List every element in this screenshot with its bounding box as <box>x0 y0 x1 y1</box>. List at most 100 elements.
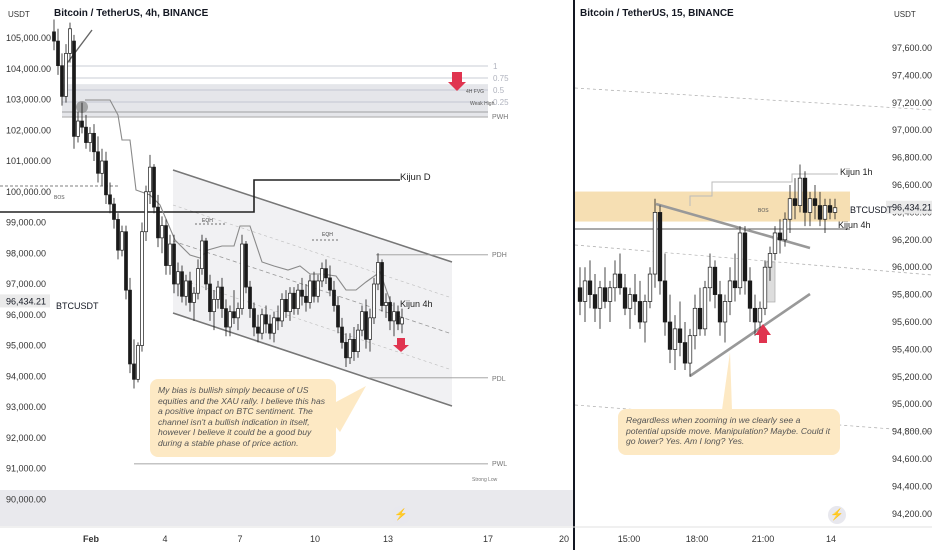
left-candle-body <box>376 262 380 285</box>
right-y-tick-label: 95,000.00 <box>892 399 932 409</box>
left-x-tick-label: 13 <box>383 534 393 544</box>
right-candle-body <box>697 307 703 330</box>
right-y-tick-label: 96,000.00 <box>892 262 932 272</box>
right-candle-body <box>582 280 588 302</box>
right-candle-body <box>637 301 643 323</box>
right-candle-body <box>612 273 618 289</box>
right-candle-body <box>757 307 763 323</box>
right-y-tick-label: 94,200.00 <box>892 509 932 519</box>
left-candle-body <box>108 194 112 205</box>
left-candle-body <box>96 151 100 174</box>
left-kijun-4h-line <box>85 99 393 307</box>
left-current-symbol: BTCUSDT <box>56 301 99 311</box>
left-candle-body <box>164 225 168 266</box>
left-y-tick-label: 91,000.00 <box>6 464 46 474</box>
right-y-tick-label: 95,600.00 <box>892 317 932 327</box>
left-candle-body <box>152 166 156 208</box>
right-candle-body <box>657 212 663 282</box>
left-candle-body <box>136 345 140 380</box>
left-candle-body <box>276 317 280 322</box>
left-candle-body <box>336 305 340 328</box>
left-x-tick-label: 10 <box>310 534 320 544</box>
left-candle-body <box>352 339 356 353</box>
right-analysis-note: Regardless when zooming in we clearly se… <box>618 409 840 455</box>
left-current-price-bg <box>0 294 50 308</box>
right-candle-body <box>652 212 658 275</box>
left-candle-body <box>328 277 332 291</box>
left-candle-body <box>80 120 84 128</box>
right-candle-body <box>607 287 613 302</box>
left-candle-body <box>272 317 276 334</box>
right-candle-body <box>777 232 783 241</box>
left-lightning-icon[interactable]: ⚡ <box>392 506 410 524</box>
left-candle-body <box>232 311 236 319</box>
left-y-tick-label: 94,000.00 <box>6 371 46 381</box>
right-kijun-4h-label: Kijun 4h <box>838 220 871 230</box>
right-candle-body <box>802 177 808 213</box>
right-y-tick-label: 97,000.00 <box>892 125 932 135</box>
left-candle-body <box>124 231 128 291</box>
left-candle-body <box>308 280 312 303</box>
weak-high-label: Weak High <box>470 101 495 107</box>
left-candle-body <box>240 243 244 309</box>
fvg-zone <box>62 84 488 117</box>
left-candle-body <box>340 326 344 343</box>
left-candle-body <box>228 311 232 328</box>
eqh-label-2: EQH <box>322 232 333 238</box>
right-current-price-bg <box>886 200 932 214</box>
right-x-tick-label: 14 <box>826 534 836 544</box>
left-candle-body <box>192 292 196 303</box>
left-candle-body <box>56 40 60 67</box>
left-y-tick-label: 98,000.00 <box>6 248 46 258</box>
left-candle-body <box>396 311 400 325</box>
left-candle-body <box>196 268 200 294</box>
left-candle-body <box>332 289 336 306</box>
left-x-tick-label: 17 <box>483 534 493 544</box>
left-candle-body <box>212 299 216 313</box>
right-candle-body <box>797 177 803 206</box>
left-analysis-note: My bias is bullish simply because of US … <box>150 379 336 457</box>
right-x-tick-label: 18:00 <box>686 534 709 544</box>
right-y-tick-label: 97,200.00 <box>892 98 932 108</box>
left-candle-body <box>160 225 164 239</box>
channel-top-line <box>172 169 453 263</box>
left-candle-body <box>84 126 88 143</box>
right-y-tick-label: 97,600.00 <box>892 43 932 53</box>
left-candle-body <box>76 120 80 137</box>
left-candle-body <box>372 283 376 319</box>
left-y-tick-label: 97,000.00 <box>6 279 46 289</box>
right-current-symbol: BTCUSDT <box>850 205 893 215</box>
right-candle-body <box>682 342 688 364</box>
right-candle-body <box>622 287 628 309</box>
kijun-d-line <box>0 179 400 213</box>
left-candle-body <box>92 132 96 153</box>
left-candle-body <box>360 311 364 331</box>
right-lightning-icon[interactable]: ⚡ <box>828 506 846 524</box>
right-candle-body <box>632 294 638 302</box>
right-candle-body <box>717 294 723 323</box>
left-trend-line <box>64 29 93 67</box>
right-y-tick-label: 96,600.00 <box>892 180 932 190</box>
right-candle-body <box>737 232 743 289</box>
channel-quarter-line <box>172 204 453 299</box>
left-y-tick-label: 99,000.00 <box>6 218 46 228</box>
left-candle-body <box>140 231 144 346</box>
left-kijun-4h-label: Kijun 4h <box>400 299 433 309</box>
left-note-pointer <box>330 386 366 432</box>
left-y-tick-label: 93,000.00 <box>6 402 46 412</box>
left-candle-body <box>388 302 392 322</box>
left-bos-label: BOS <box>54 195 65 201</box>
left-candle-body <box>392 311 396 322</box>
fvg-label: 4H FVG <box>466 89 484 95</box>
right-candle-body <box>747 280 753 309</box>
right-candle-body <box>812 198 818 206</box>
left-candle-body <box>100 160 104 174</box>
eqh-label-1: EQH <box>202 218 213 224</box>
right-candle-body <box>807 198 813 213</box>
left-candle-body <box>72 40 76 137</box>
fib-level-label: 0.75 <box>493 74 509 83</box>
right-x-tick-label: 21:00 <box>752 534 775 544</box>
left-candle-body <box>320 268 324 282</box>
right-candle-body <box>832 207 838 213</box>
